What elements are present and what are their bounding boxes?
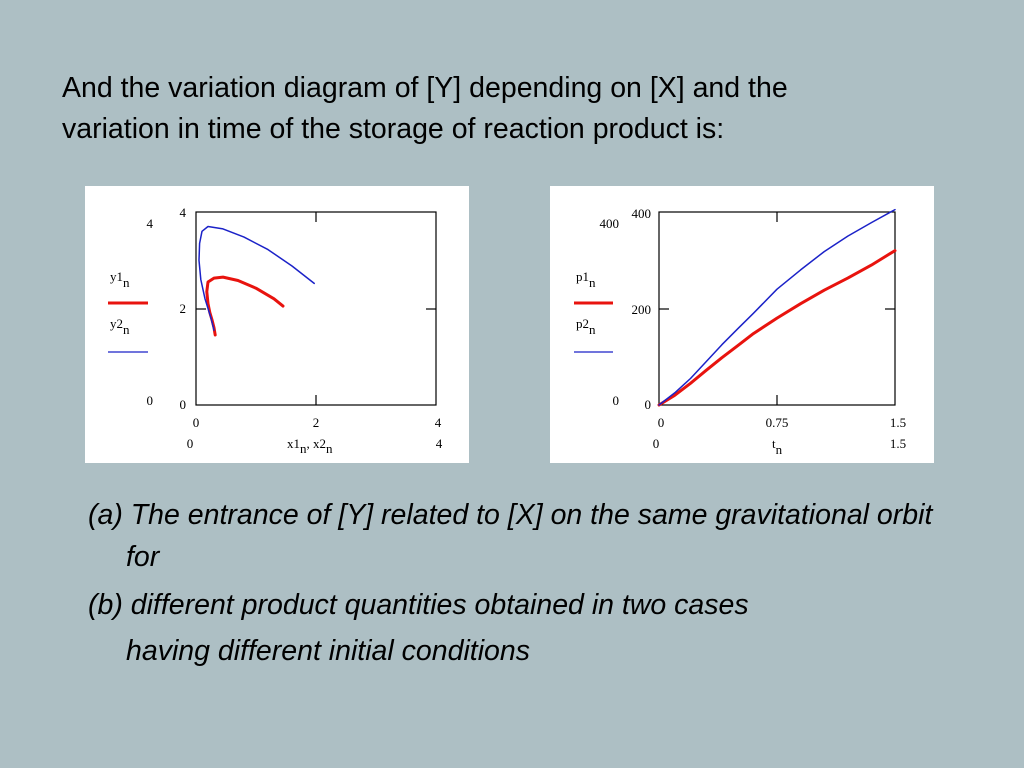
caption-b: (b) different product quantities obtaine… [88,589,749,621]
legend-label-p2: p2n [576,316,596,337]
legend-label-p1: p1n [576,269,596,290]
y-tick-label: 400 [632,206,652,221]
y-tick-label: 0 [180,397,187,412]
y-tick-label: 0 [645,397,652,412]
x-tick-label: 2 [313,415,320,430]
x-range-label-max: 1.5 [890,436,906,451]
series-line-p2 [658,208,896,406]
x-tick-label: 0 [658,415,665,430]
series-layer [657,208,897,407]
y-range-label-min: 0 [613,393,620,408]
y-range-label-max: 400 [600,216,620,231]
y-tick-label: 2 [180,301,187,316]
x-range-label-min: 0 [187,436,194,451]
y-tick-label: 200 [632,302,652,317]
x-tick-label: 0.75 [766,415,789,430]
heading-line-1: And the variation diagram of [Y] dependi… [62,72,788,104]
chart-panel-y-vs-x: 0 2 4 0 4 0 2 4 0 4 x1n, x2n y1n y2n [85,186,469,463]
x-axis-label: x1n, x2n [287,436,333,456]
chart-p-vs-t: 0 200 400 0 400 0 0.75 1.5 0 1.5 tn p1n … [574,206,906,457]
x-tick-label: 0 [193,415,200,430]
caption-list: (a) The entrance of [Y] related to [X] o… [88,494,968,672]
series-line-y2 [198,225,315,331]
caption-a: (a) The entrance of [Y] related to [X] o… [88,499,933,573]
tick-marks [196,212,436,405]
y-tick-label: 4 [180,205,187,220]
tick-marks [659,212,895,405]
series-line-y1 [205,275,285,337]
caption-b-continued: having different initial conditions [126,635,530,667]
x-tick-label: 4 [435,415,442,430]
plot-frame [658,211,896,406]
series-layer [198,225,315,337]
series-line-p1 [657,249,897,407]
x-range-label-max: 4 [436,436,443,451]
heading-line-2: variation in time of the storage of reac… [62,113,725,145]
y-range-label-max: 4 [147,216,154,231]
y-range-label-min: 0 [147,393,154,408]
chart-panel-p-vs-t: 0 200 400 0 400 0 0.75 1.5 0 1.5 tn p1n … [550,186,934,463]
plot-frame [195,211,437,406]
legend-label-y2: y2n [110,316,130,337]
slide-heading: And the variation diagram of [Y] dependi… [62,68,982,150]
chart-y-vs-x: 0 2 4 0 4 0 2 4 0 4 x1n, x2n y1n y2n [108,205,443,456]
legend-label-y1: y1n [110,269,130,290]
x-range-label-min: 0 [653,436,660,451]
x-tick-label: 1.5 [890,415,906,430]
x-axis-label: tn [772,436,783,457]
